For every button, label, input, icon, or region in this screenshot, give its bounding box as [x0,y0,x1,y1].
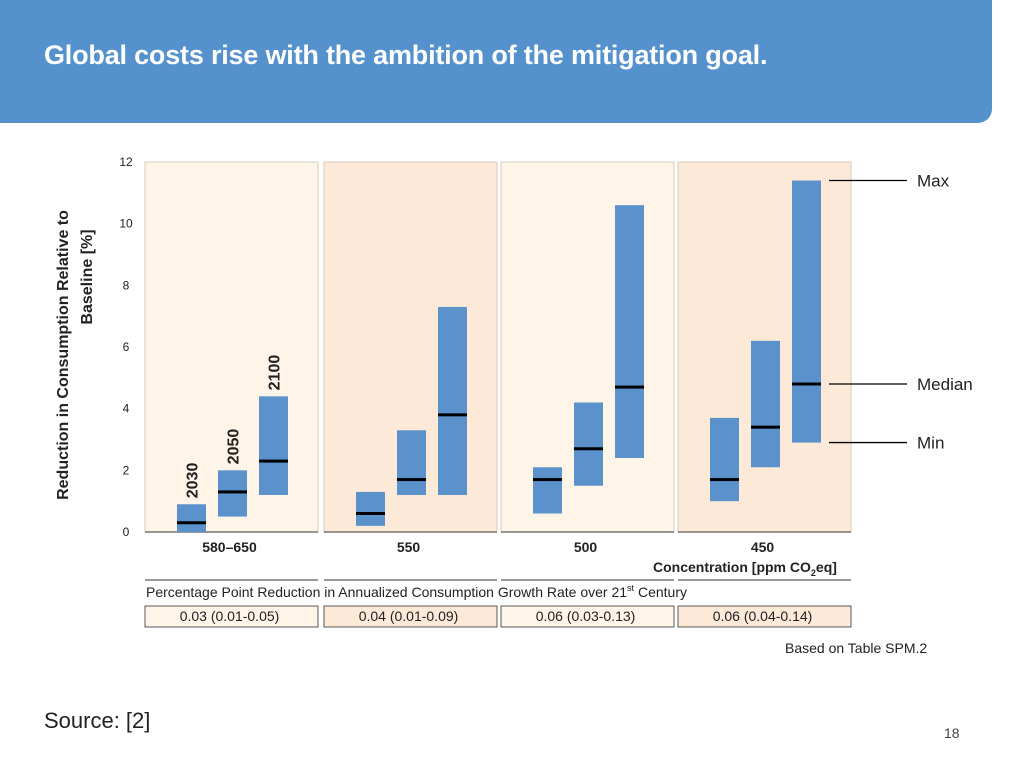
range-bar-580–650-2050 [218,470,247,516]
y-axis-title-line2: Baseline [%] [79,229,96,324]
median-mark-450-2030 [710,478,739,481]
range-bar-450-2050 [751,341,780,467]
source-citation: Source: [2] [44,708,150,734]
annualized-value: 0.04 (0.01-0.09) [359,608,459,624]
median-mark-580–650-2030 [177,521,206,524]
annualized-value: 0.06 (0.03-0.13) [536,608,636,624]
table-reference-note: Based on Table SPM.2 [785,640,927,656]
x-category-label: 500 [574,539,598,555]
y-tick-label: 4 [123,402,130,416]
range-bar-580–650-2100 [259,396,288,495]
median-mark-450-2100 [792,383,821,386]
median-mark-450-2050 [751,426,780,429]
x-category-label: 550 [397,539,421,555]
legend-min-label: Min [917,434,944,453]
median-mark-550-2050 [397,478,426,481]
year-label-2050: 2050 [226,429,243,465]
y-axis-title-line1: Reduction in Consumption Relative to [55,210,72,500]
median-mark-500-2100 [615,386,644,389]
range-bar-500-2050 [574,403,603,486]
annualized-caption: Percentage Point Reduction in Annualized… [146,583,687,600]
legend-median-label: Median [917,375,973,394]
median-mark-580–650-2050 [218,490,247,493]
median-mark-500-2050 [574,447,603,450]
x-axis: 580–650 550 500 450 Concentration [ppm CO2eq… [202,539,837,578]
annualized-table: 0.03 (0.01-0.05) 0.04 (0.01-0.09) 0.06 (0.… [145,580,851,627]
legend-max-label: Max [917,172,950,191]
slide-title: Global costs rise with the ambition of t… [44,40,767,71]
range-bar-550-2050 [397,430,426,495]
y-tick-label: 0 [123,525,130,539]
annualized-value: 0.03 (0.01-0.05) [180,608,280,624]
y-tick-label: 10 [119,217,133,231]
median-mark-550-2100 [438,413,467,416]
median-mark-550-2030 [356,512,385,515]
consumption-reduction-chart: 0 2 4 6 8 10 12 Reduction in Consumption Relati… [0,140,1024,640]
x-category-label: 450 [751,539,775,555]
panels-layer [145,162,851,532]
annualized-value: 0.06 (0.04-0.14) [713,608,813,624]
y-axis: 0 2 4 6 8 10 12 Reduction in Consumption Relati… [55,155,133,539]
x-axis-title: Concentration [ppm CO2eq] [653,559,837,578]
range-bar-580–650-2030 [177,504,206,532]
y-tick-label: 6 [123,340,130,354]
y-tick-label: 12 [119,155,133,169]
x-category-label: 580–650 [202,539,257,555]
y-tick-label: 8 [123,278,130,292]
median-mark-500-2030 [533,478,562,481]
range-bar-500-2100 [615,205,644,458]
range-bar-450-2100 [792,181,821,443]
y-tick-label: 2 [123,463,130,477]
range-bar-500-2030 [533,467,562,513]
range-bar-550-2030 [356,492,385,526]
year-label-2030: 2030 [185,463,202,499]
range-bar-450-2030 [710,418,739,501]
page-number: 18 [944,725,960,741]
year-label-2100: 2100 [267,355,284,391]
median-mark-580–650-2100 [259,460,288,463]
title-bar: Global costs rise with the ambition of t… [0,0,992,123]
range-bar-550-2100 [438,307,467,495]
